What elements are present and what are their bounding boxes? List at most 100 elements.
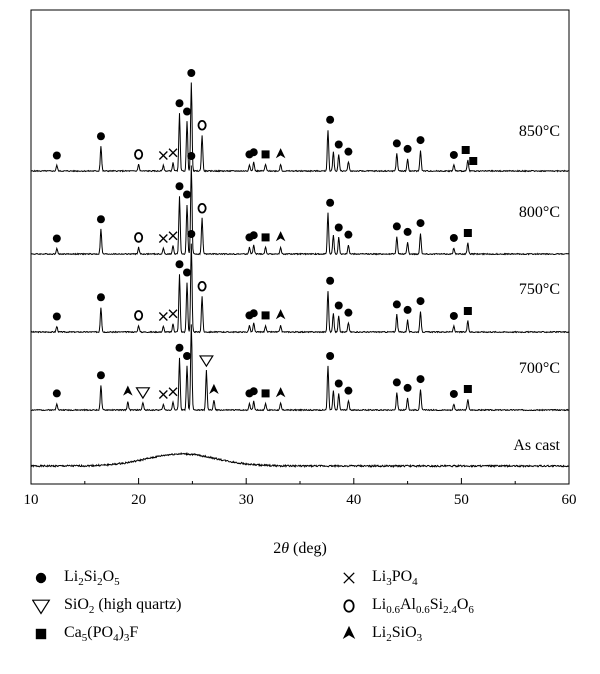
marker-filled-circle <box>392 378 401 387</box>
marker-filled-circle <box>334 301 343 310</box>
marker-open-circle <box>197 280 207 292</box>
marker-filled-circle <box>249 387 258 396</box>
legend-label: SiO2 (high quartz) <box>64 596 182 617</box>
open-down-triangle-icon <box>32 599 51 615</box>
marker-filled-circle <box>52 234 61 243</box>
marker-cross <box>168 309 178 319</box>
marker-filled-circle <box>183 107 192 116</box>
marker-filled-circle <box>326 352 335 360</box>
marker-filled-circle <box>35 572 47 584</box>
legend-label: Ca5(PO4)3F <box>64 624 139 645</box>
marker-filled-square <box>463 307 472 315</box>
pattern-curves <box>30 82 570 469</box>
marker-cross <box>158 312 168 321</box>
pattern-curve <box>30 165 570 256</box>
x-tick-label: 10 <box>24 492 39 508</box>
series-label: 700°C <box>519 360 560 377</box>
cross-icon <box>343 572 355 584</box>
marker-filled-circle <box>175 343 184 352</box>
marker-filled-triangle <box>342 625 356 640</box>
legend-label: Li2SiO3 <box>372 624 423 645</box>
x-axis: 10 20 30 40 50 60 <box>24 478 577 508</box>
marker-filled-circle <box>183 190 192 199</box>
marker-filled-circle <box>96 371 105 380</box>
series-label: 750°C <box>519 281 560 298</box>
pattern-curve <box>30 243 570 334</box>
series-label: 850°C <box>519 123 560 140</box>
marker-open-circle <box>197 119 207 131</box>
marker-filled-circle <box>344 386 353 395</box>
marker-filled-circle <box>175 99 184 108</box>
marker-filled-triangle <box>275 387 286 398</box>
marker-filled-circle <box>52 389 61 398</box>
legend: Li2Si2O5 SiO2 (high quartz) Ca5(PO4)3F Li3P… <box>0 560 600 670</box>
x-tick-label: 40 <box>346 492 361 508</box>
marker-filled-circle <box>183 352 192 360</box>
marker-filled-triangle <box>275 231 286 242</box>
marker-filled-circle <box>52 312 61 321</box>
marker-open-circle <box>134 149 144 160</box>
filled-circle-icon <box>35 572 47 584</box>
series-labels: As cast 700°C 750°C 800°C 850°C <box>513 123 560 454</box>
legend-item: Li2Si2O5 <box>32 568 120 588</box>
legend-label: Li2Si2O5 <box>64 568 120 589</box>
marker-filled-circle <box>449 233 458 242</box>
marker-filled-square <box>261 150 270 159</box>
pattern-curve <box>30 82 570 173</box>
marker-filled-circle <box>334 223 343 232</box>
marker-cross <box>343 572 355 584</box>
marker-filled-circle <box>403 383 412 392</box>
x-axis-title: 2θ (deg) <box>273 540 327 557</box>
marker-filled-circle <box>187 230 196 238</box>
marker-filled-circle <box>416 136 425 145</box>
marker-open-down-triangle <box>32 599 51 615</box>
filled-triangle-icon <box>342 625 356 640</box>
marker-cross <box>158 390 168 399</box>
filled-square-icon <box>35 628 47 640</box>
phase-markers <box>52 69 478 400</box>
marker-filled-circle <box>403 227 412 236</box>
marker-filled-circle <box>334 379 343 388</box>
marker-filled-circle <box>344 308 353 317</box>
legend-item: Ca5(PO4)3F <box>32 624 138 644</box>
marker-filled-circle <box>326 198 335 207</box>
marker-filled-circle <box>392 222 401 231</box>
marker-filled-square <box>35 628 47 640</box>
marker-filled-square <box>261 311 270 320</box>
pattern-curve <box>30 451 570 469</box>
marker-filled-square <box>261 233 270 242</box>
marker-filled-circle <box>416 297 425 306</box>
marker-filled-circle <box>183 268 192 277</box>
marker-filled-circle <box>416 219 425 228</box>
marker-filled-circle <box>449 311 458 320</box>
marker-filled-circle <box>96 215 105 224</box>
marker-open-circle <box>343 599 355 613</box>
series-label: 800°C <box>519 204 560 221</box>
marker-filled-circle <box>96 132 105 141</box>
marker-filled-circle <box>403 305 412 314</box>
marker-filled-circle <box>249 309 258 318</box>
marker-filled-triangle <box>275 309 286 320</box>
marker-cross <box>168 148 178 158</box>
marker-filled-square <box>469 157 478 165</box>
legend-label: Li0.6Al0.6Si2.4O6 <box>372 596 474 617</box>
marker-filled-triangle <box>275 148 286 159</box>
marker-filled-triangle <box>209 383 219 394</box>
marker-filled-triangle <box>123 385 133 396</box>
legend-item: Li0.6Al0.6Si2.4O6 <box>340 596 474 616</box>
marker-filled-circle <box>326 276 335 285</box>
legend-item: Li3PO4 <box>340 568 418 588</box>
marker-filled-square <box>261 389 270 398</box>
series-label: As cast <box>513 437 560 454</box>
plot-frame <box>30 9 570 485</box>
marker-cross <box>168 231 178 241</box>
legend-item: Li2SiO3 <box>340 624 422 644</box>
marker-filled-circle <box>334 140 343 149</box>
marker-cross <box>168 387 178 397</box>
marker-cross <box>158 234 168 243</box>
marker-filled-square <box>463 229 472 237</box>
marker-filled-circle <box>344 147 353 156</box>
marker-filled-circle <box>449 150 458 159</box>
marker-cross <box>158 151 168 160</box>
marker-filled-circle <box>175 260 184 269</box>
